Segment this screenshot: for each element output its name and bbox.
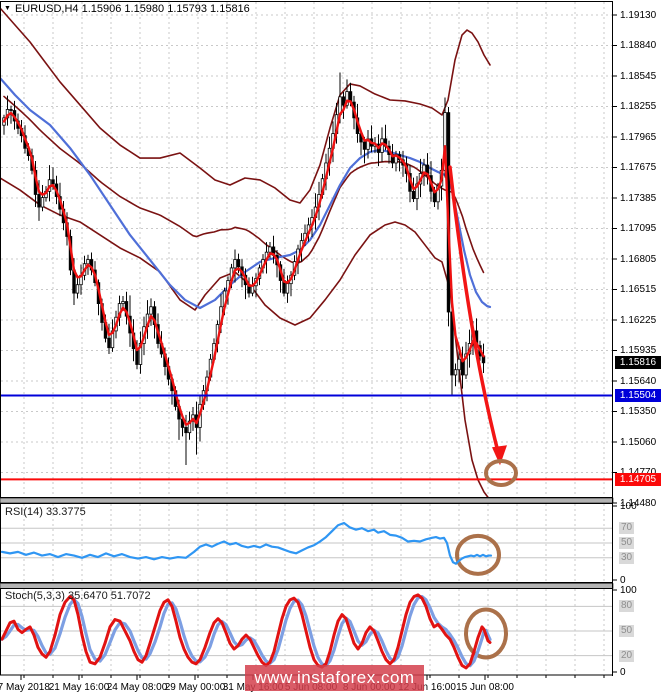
stoch-highlight-circle <box>464 607 508 660</box>
rsi-plot[interactable] <box>0 504 612 583</box>
rsi-line <box>0 521 493 565</box>
instaforex-watermark: www.instaforex.com <box>245 665 424 691</box>
ma-red-line <box>2 99 485 426</box>
stoch-plot[interactable] <box>0 589 612 675</box>
rsi-highlight-circle <box>455 533 501 576</box>
bollinger-upper-band <box>0 7 491 204</box>
target-highlight-circle <box>484 458 518 487</box>
main-chart-plot[interactable] <box>0 2 612 497</box>
stoch-d-line <box>0 594 492 668</box>
panel-separator <box>0 583 614 589</box>
projection-arrow <box>448 165 501 458</box>
panel-separator <box>0 497 614 504</box>
stoch-k-line <box>0 593 492 670</box>
projection-arrow-head <box>492 445 507 466</box>
